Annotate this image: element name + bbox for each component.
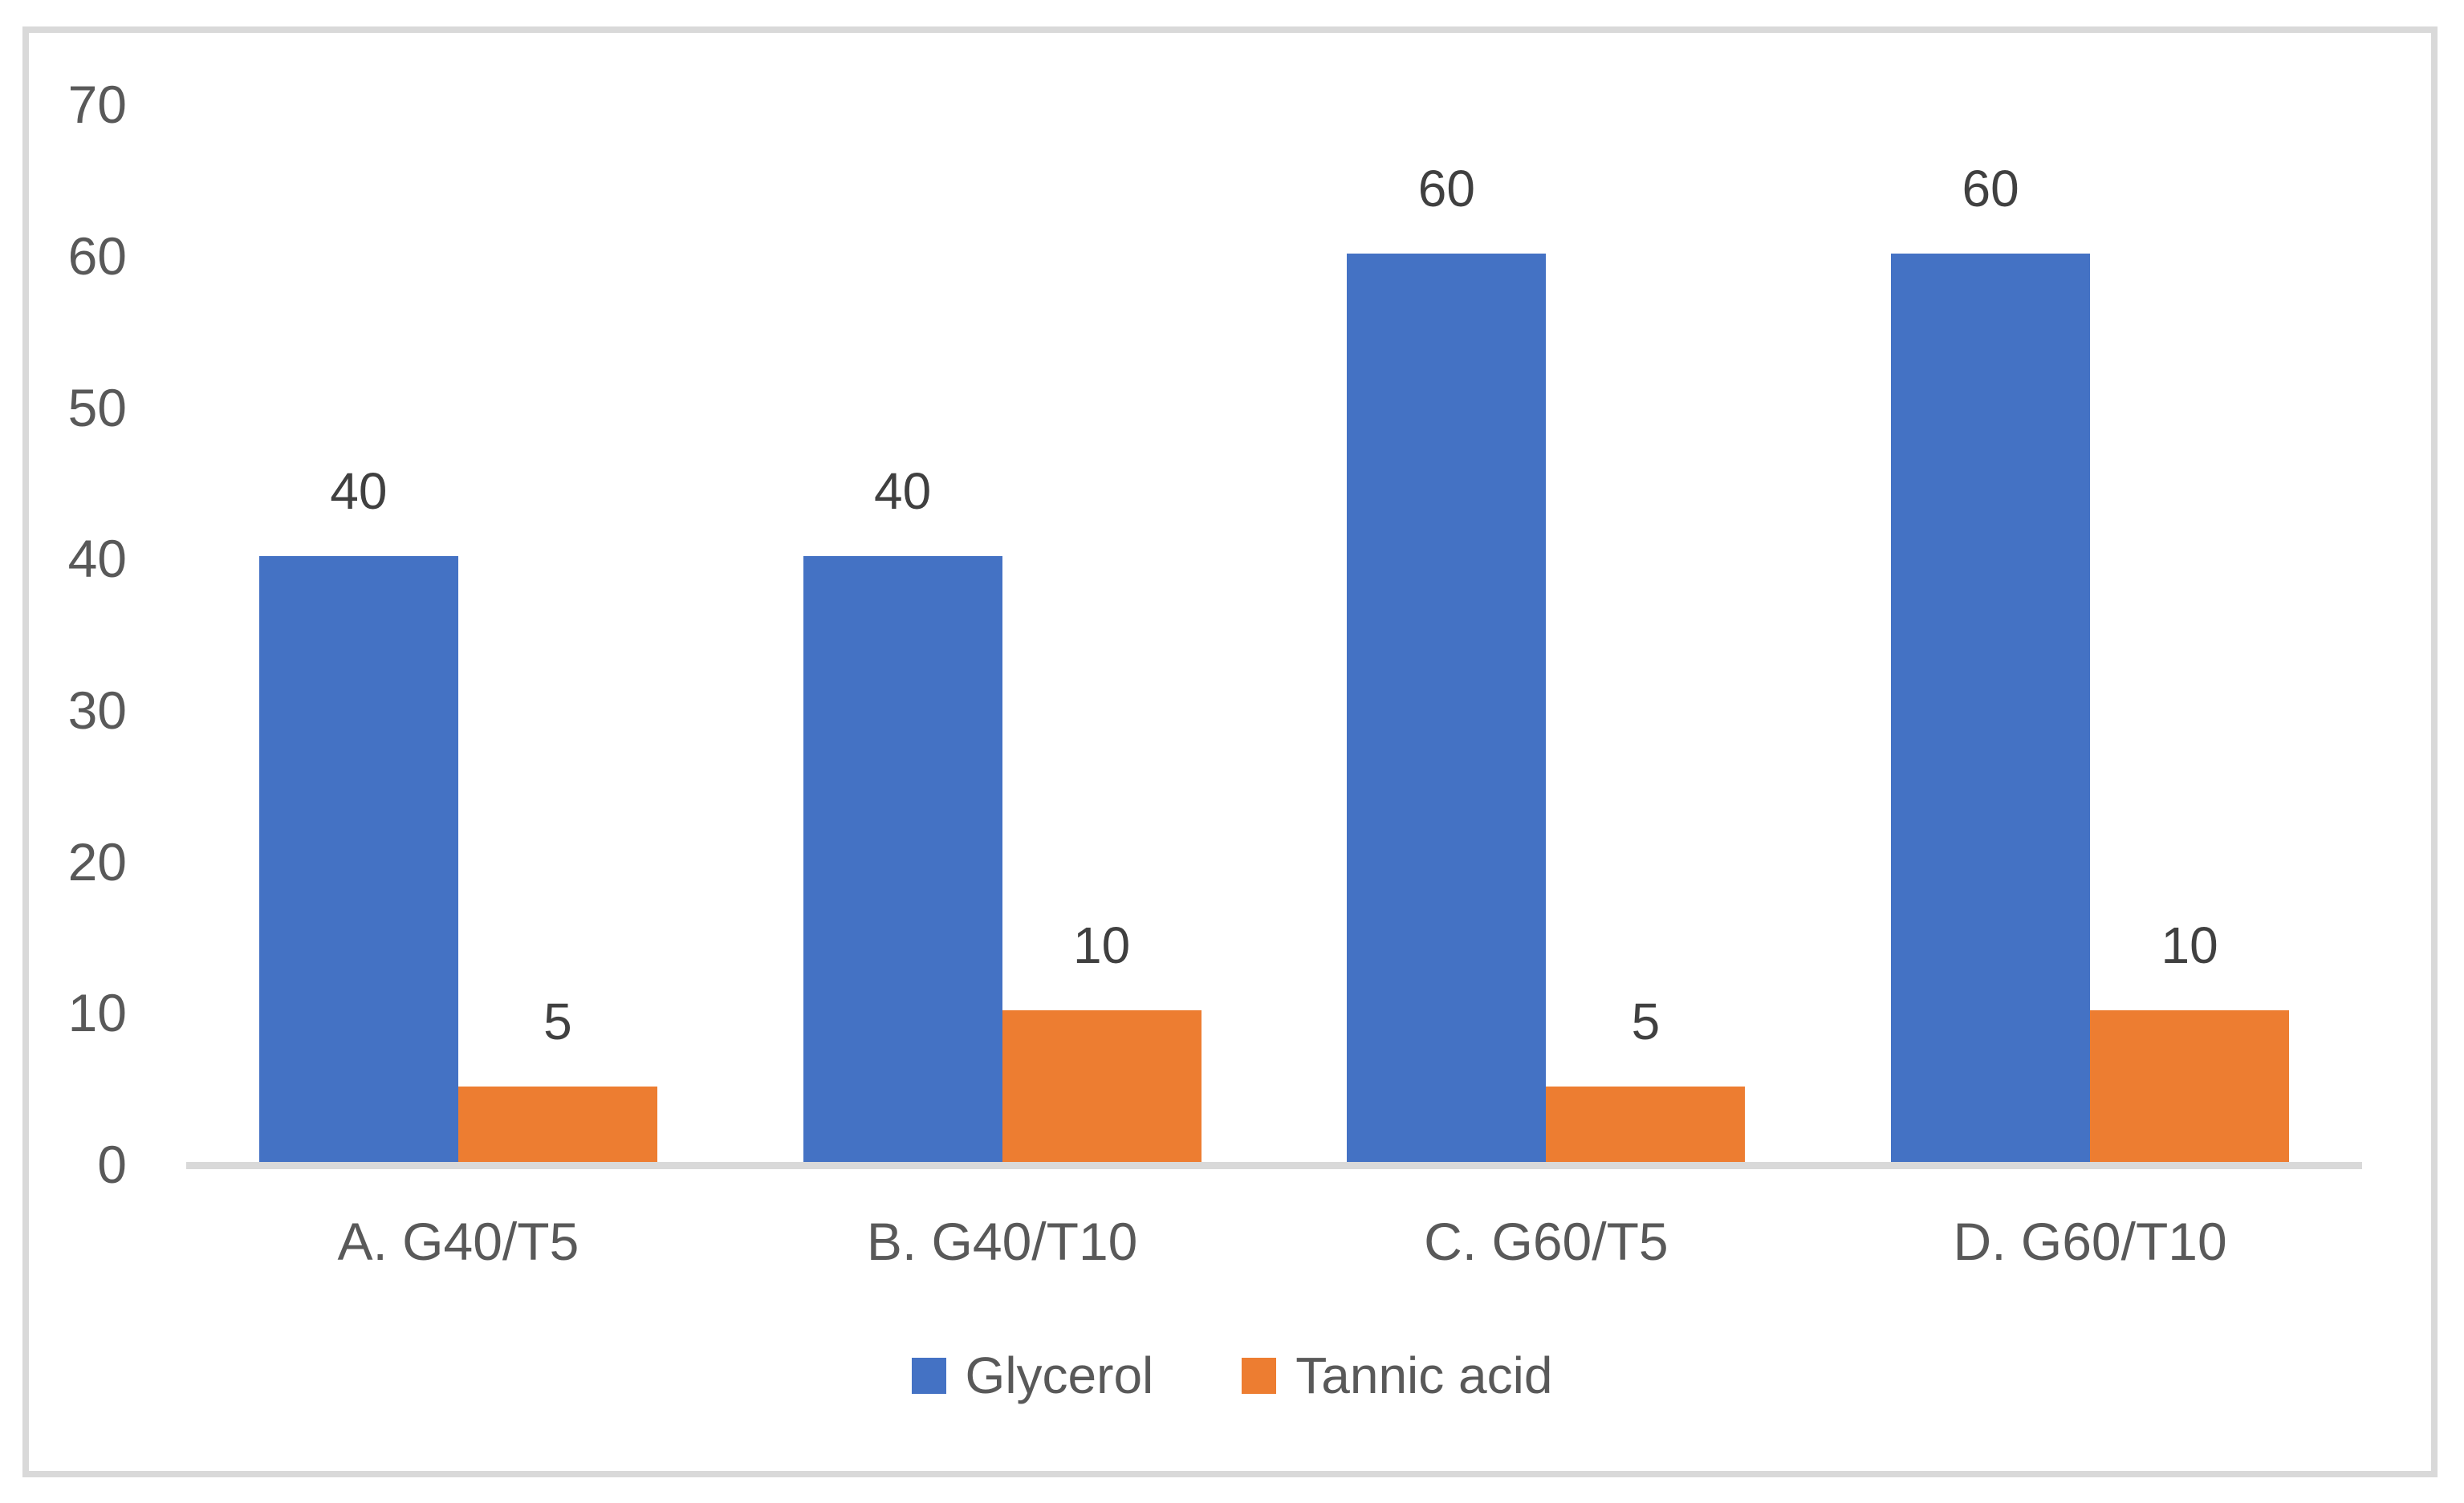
legend-swatch-glycerol-icon: [911, 1357, 946, 1394]
bar-tannic-acid-0: [457, 1086, 657, 1162]
y-axis-tick-label: 0: [97, 1135, 127, 1194]
legend-label-glycerol: Glycerol: [965, 1347, 1154, 1404]
legend-item-glycerol: Glycerol: [911, 1347, 1154, 1404]
data-label-glycerol-1: 40: [874, 462, 932, 521]
y-axis-tick-label: 60: [67, 225, 127, 286]
data-label-glycerol-3: 60: [1962, 159, 2019, 217]
category-label-2: C. G60/T5: [1424, 1212, 1669, 1271]
data-label-glycerol-0: 40: [330, 462, 388, 521]
data-label-glycerol-2: 60: [1417, 159, 1475, 217]
bar-glycerol-0: [258, 556, 458, 1162]
y-axis-tick-label: 10: [67, 983, 127, 1043]
y-axis-tick-label: 40: [67, 529, 127, 589]
category-label-1: B. G40/T10: [866, 1212, 1138, 1271]
category-label-0: A. G40/T5: [337, 1212, 579, 1271]
legend-swatch-tannic-acid-icon: [1242, 1357, 1277, 1394]
y-axis-tick-label: 50: [67, 377, 127, 437]
bar-tannic-acid-1: [1002, 1010, 1202, 1162]
legend-item-tannic-acid: Tannic acid: [1242, 1350, 1552, 1401]
x-axis-line: [186, 1162, 2362, 1169]
data-label-tannic-acid-3: 10: [2161, 916, 2218, 975]
data-label-tannic-acid-0: 5: [543, 992, 572, 1050]
category-label-3: D. G60/T10: [1953, 1212, 2227, 1271]
bar-glycerol-1: [803, 556, 1002, 1162]
legend: Glycerol Tannic acid: [0, 1343, 2464, 1408]
legend-label-tannic-acid: Tannic acid: [1295, 1347, 1553, 1404]
bar-tannic-acid-3: [2090, 1010, 2290, 1162]
y-axis-tick-label: 30: [67, 680, 127, 740]
y-axis-tick-label: 20: [67, 831, 127, 892]
data-label-tannic-acid-1: 10: [1073, 916, 1131, 975]
bar-glycerol-2: [1347, 253, 1547, 1162]
data-label-tannic-acid-2: 5: [1631, 992, 1661, 1050]
bar-glycerol-3: [1891, 253, 2091, 1162]
bar-tannic-acid-2: [1546, 1086, 1746, 1162]
y-axis-tick-label: 70: [67, 75, 127, 135]
